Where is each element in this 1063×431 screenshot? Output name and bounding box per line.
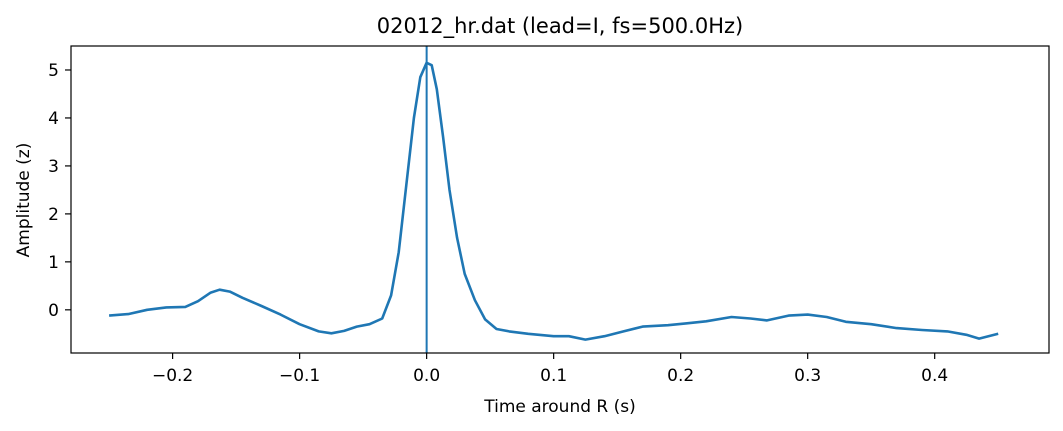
x-tick-label: 0.4 bbox=[921, 366, 948, 386]
x-tick-label: 0.3 bbox=[794, 366, 821, 386]
y-tick-label: 2 bbox=[48, 205, 59, 225]
x-axis: −0.2 −0.1 0.0 0.1 0.2 0.3 0.4 bbox=[152, 353, 948, 386]
y-axis-label: Amplitude (z) bbox=[14, 143, 34, 258]
y-tick-label: 1 bbox=[48, 253, 59, 273]
axes-frame bbox=[70, 45, 1050, 354]
y-tick-label: 3 bbox=[48, 157, 59, 177]
series-line bbox=[108, 61, 999, 341]
x-tick-label: 0.2 bbox=[667, 366, 694, 386]
chart-title: 02012_hr.dat (lead=I, fs=500.0Hz) bbox=[377, 14, 743, 39]
y-tick-label: 5 bbox=[48, 61, 59, 81]
plot-area bbox=[108, 46, 999, 353]
x-tick-label: 0.0 bbox=[413, 366, 440, 386]
y-tick-label: 4 bbox=[48, 109, 59, 129]
x-tick-label: −0.1 bbox=[279, 366, 320, 386]
x-tick-label: 0.1 bbox=[540, 366, 567, 386]
y-axis: 0 1 2 3 4 5 bbox=[48, 61, 71, 321]
y-tick-label: 0 bbox=[48, 301, 59, 321]
x-tick-label: −0.2 bbox=[152, 366, 193, 386]
x-axis-label: Time around R (s) bbox=[483, 397, 636, 417]
